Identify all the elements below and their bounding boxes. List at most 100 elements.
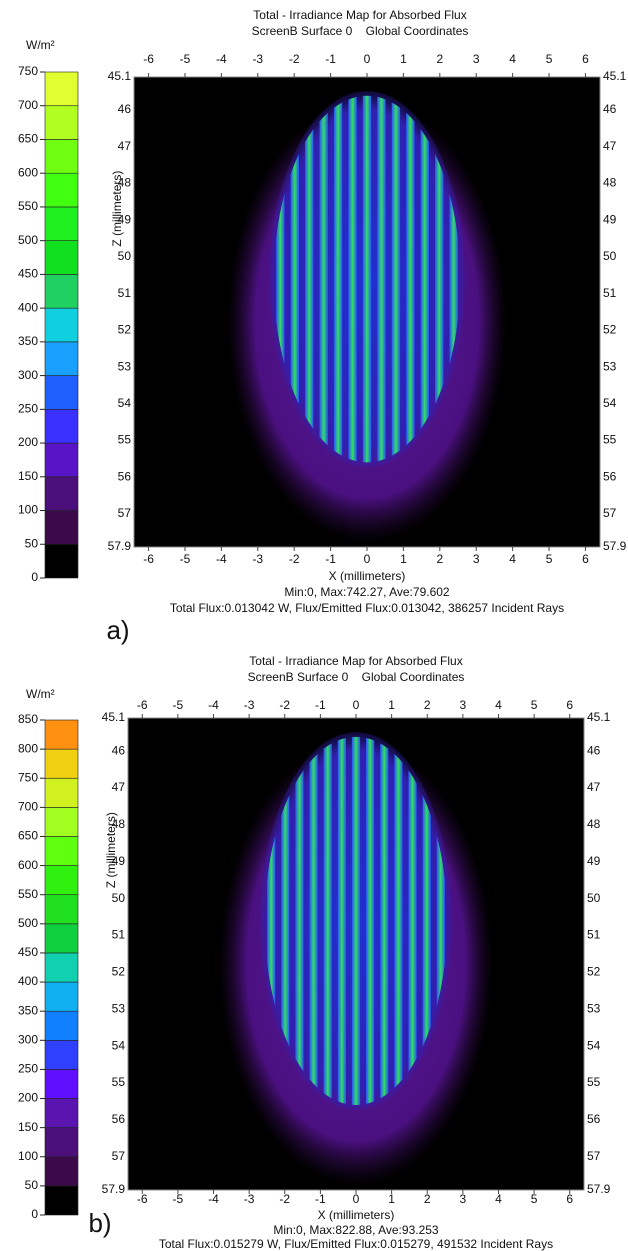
colorbar-band bbox=[44, 981, 79, 1012]
colorbar-tick-label: 550 bbox=[18, 199, 38, 213]
colorbar-band bbox=[44, 105, 79, 140]
x-tick-label: 6 bbox=[582, 552, 589, 566]
colorbar-band bbox=[44, 1127, 79, 1158]
x-tick-label-top: -6 bbox=[143, 52, 154, 66]
stripe bbox=[422, 736, 431, 1106]
x-tick-label-top: 4 bbox=[495, 698, 502, 712]
y-tick-label: 57.9 bbox=[102, 1182, 126, 1196]
x-tick-label: -6 bbox=[137, 1192, 148, 1206]
x-tick-label: 5 bbox=[531, 1192, 538, 1206]
colorbar-tick-label: 600 bbox=[18, 165, 38, 179]
y-tick-label: 48 bbox=[118, 176, 132, 190]
colorbar-band bbox=[44, 748, 79, 779]
stripe bbox=[333, 95, 343, 463]
stripe bbox=[267, 736, 276, 1106]
stripe bbox=[276, 95, 285, 463]
y-tick-label-right: 54 bbox=[603, 396, 617, 410]
colorbar-tick-label: 50 bbox=[25, 536, 39, 550]
x-tick-label-top: 2 bbox=[436, 52, 443, 66]
y-tick-label: 54 bbox=[112, 1038, 126, 1052]
y-tick-label: 57.9 bbox=[108, 539, 132, 553]
stripe bbox=[323, 736, 332, 1106]
colorbar-tick-label: 650 bbox=[18, 829, 38, 843]
colorbar-band bbox=[44, 543, 79, 579]
x-tick-label: 3 bbox=[460, 1192, 467, 1206]
colorbar-band bbox=[44, 139, 79, 174]
colorbar-band bbox=[44, 206, 79, 241]
colorbar-band bbox=[44, 1069, 79, 1099]
colorbar-tick-label: 100 bbox=[18, 1149, 38, 1163]
colorbar-band bbox=[44, 777, 79, 808]
x-tick-label-top: 6 bbox=[582, 52, 589, 66]
colorbar-band bbox=[44, 341, 79, 376]
x-tick-label: 4 bbox=[495, 1192, 502, 1206]
colorbar-band bbox=[44, 442, 79, 478]
y-tick-label: 57 bbox=[112, 1149, 126, 1163]
y-tick-label: 52 bbox=[112, 965, 126, 979]
colorbar-tick-label: 450 bbox=[18, 267, 38, 281]
x-tick-label-top: 5 bbox=[531, 698, 538, 712]
x-tick-label-top: 3 bbox=[460, 698, 467, 712]
stripe bbox=[449, 95, 458, 463]
y-tick-label: 50 bbox=[118, 249, 132, 263]
colorbar-tick-label: 0 bbox=[31, 570, 38, 584]
stripe bbox=[436, 736, 445, 1106]
y-tick-label: 55 bbox=[112, 1075, 126, 1089]
y-tick-label: 56 bbox=[112, 1112, 126, 1126]
colorbar-tick-label: 400 bbox=[18, 300, 38, 314]
x-tick-label-top: 5 bbox=[546, 52, 553, 66]
y-tick-label-right: 49 bbox=[587, 854, 601, 868]
y-tick-label-right: 51 bbox=[603, 286, 617, 300]
x-tick-label-top: -4 bbox=[208, 698, 219, 712]
x-tick-label-top: -2 bbox=[279, 698, 290, 712]
y-tick-label-right: 57 bbox=[603, 506, 617, 520]
colorbar-tick-label: 200 bbox=[18, 435, 38, 449]
y-tick-label-right: 45.1 bbox=[587, 710, 611, 724]
colorbar-band bbox=[44, 307, 79, 343]
colorbar-band bbox=[44, 476, 79, 511]
stats-line: Total Flux:0.013042 W, Flux/Emitted Flux… bbox=[170, 601, 564, 615]
stripe bbox=[319, 95, 328, 463]
colorbar-band bbox=[44, 719, 79, 750]
x-tick-label-top: 1 bbox=[400, 52, 407, 66]
x-tick-label: -2 bbox=[279, 1192, 290, 1206]
y-tick-label-right: 46 bbox=[603, 102, 617, 116]
colorbar-tick-label: 600 bbox=[18, 858, 38, 872]
x-tick-label: 0 bbox=[353, 1192, 360, 1206]
y-tick-label: 54 bbox=[118, 396, 132, 410]
colorbar-band bbox=[44, 1156, 79, 1187]
stripes bbox=[267, 736, 445, 1106]
stripe bbox=[290, 95, 299, 463]
stats-line: Min:0, Max:742.27, Ave:79.602 bbox=[284, 585, 450, 599]
colorbar-unit: W/m² bbox=[26, 38, 55, 52]
y-tick-label-right: 51 bbox=[587, 928, 601, 942]
colorbar-tick-label: 500 bbox=[18, 916, 38, 930]
colorbar-tick-label: 400 bbox=[18, 974, 38, 988]
stripe bbox=[348, 95, 357, 463]
colorbar-band bbox=[44, 923, 79, 954]
stripe bbox=[362, 95, 372, 463]
y-tick-label: 45.1 bbox=[108, 69, 132, 83]
x-tick-label: -5 bbox=[180, 552, 191, 566]
x-tick-label-top: -1 bbox=[325, 52, 336, 66]
colorbar-tick-label: 550 bbox=[18, 887, 38, 901]
colorbar-tick-label: 700 bbox=[18, 800, 38, 814]
x-tick-label: 1 bbox=[388, 1192, 395, 1206]
stats-line: Total Flux:0.015279 W, Flux/Emitted Flux… bbox=[159, 1237, 553, 1251]
colorbar-unit: W/m² bbox=[26, 687, 55, 701]
x-tick-label: -6 bbox=[143, 552, 154, 566]
colorbar-band bbox=[44, 240, 79, 275]
stripe bbox=[391, 95, 401, 463]
x-tick-label: -1 bbox=[315, 1192, 326, 1206]
colorbar-tick-label: 300 bbox=[18, 1032, 38, 1046]
colorbar-band bbox=[44, 71, 79, 107]
x-tick-label-top: -5 bbox=[180, 52, 191, 66]
colorbar-band bbox=[44, 1185, 79, 1216]
stripe bbox=[351, 736, 361, 1106]
stripe bbox=[281, 736, 290, 1106]
chart-title: Total - Irradiance Map for Absorbed Flux bbox=[249, 654, 462, 668]
colorbar-tick-label: 350 bbox=[18, 1003, 38, 1017]
x-tick-label-top: -5 bbox=[173, 698, 184, 712]
colorbar-band bbox=[44, 274, 79, 309]
